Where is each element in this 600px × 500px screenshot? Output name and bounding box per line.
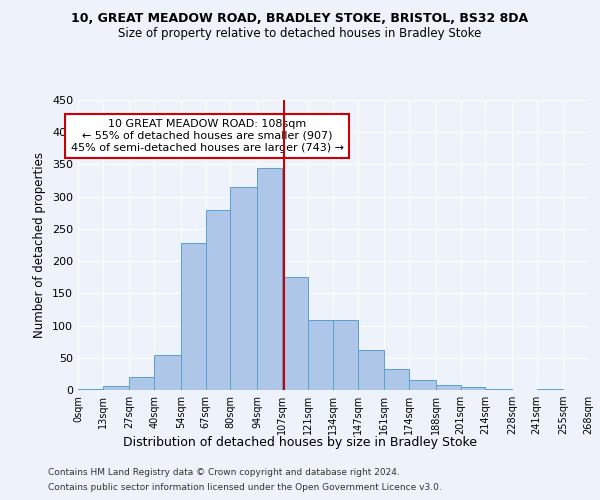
Bar	[257, 168, 281, 390]
Bar	[385, 370, 409, 390]
Bar	[308, 320, 333, 390]
Bar	[230, 187, 257, 390]
Text: Contains HM Land Registry data © Crown copyright and database right 2024.: Contains HM Land Registry data © Crown c…	[48, 468, 400, 477]
Text: 10 GREAT MEADOW ROAD: 108sqm
← 55% of detached houses are smaller (907)
45% of s: 10 GREAT MEADOW ROAD: 108sqm ← 55% of de…	[71, 120, 344, 152]
Bar	[181, 243, 205, 390]
Bar	[436, 386, 461, 390]
Bar	[154, 355, 181, 390]
Bar	[103, 386, 130, 390]
Bar	[409, 380, 436, 390]
Bar	[78, 388, 103, 390]
Text: Distribution of detached houses by size in Bradley Stoke: Distribution of detached houses by size …	[123, 436, 477, 449]
Bar	[281, 277, 308, 390]
Bar	[461, 387, 485, 390]
Text: Contains public sector information licensed under the Open Government Licence v3: Contains public sector information licen…	[48, 483, 442, 492]
Bar	[205, 210, 230, 390]
Text: Size of property relative to detached houses in Bradley Stoke: Size of property relative to detached ho…	[118, 28, 482, 40]
Bar	[358, 350, 385, 390]
Bar	[485, 388, 512, 390]
Bar	[333, 320, 358, 390]
Text: 10, GREAT MEADOW ROAD, BRADLEY STOKE, BRISTOL, BS32 8DA: 10, GREAT MEADOW ROAD, BRADLEY STOKE, BR…	[71, 12, 529, 26]
Y-axis label: Number of detached properties: Number of detached properties	[34, 152, 46, 338]
Bar	[130, 377, 154, 390]
